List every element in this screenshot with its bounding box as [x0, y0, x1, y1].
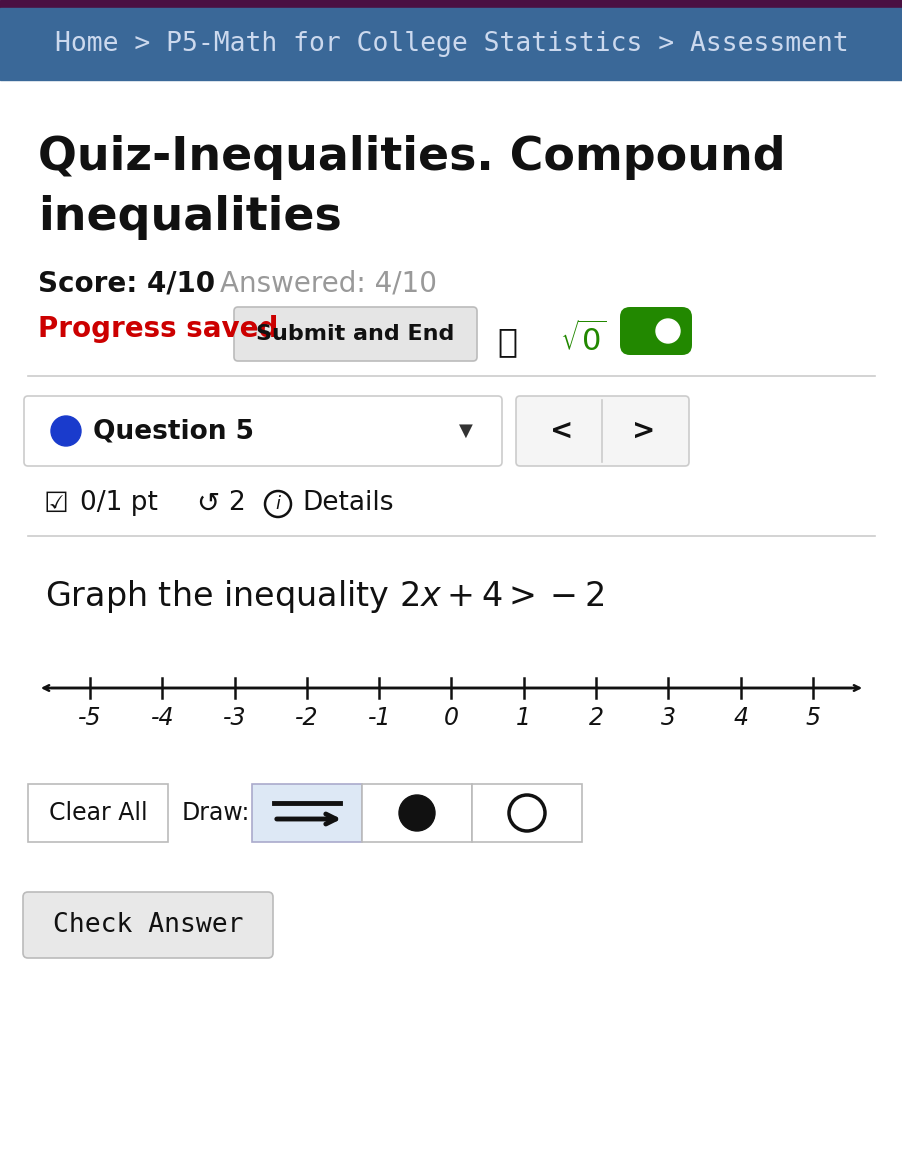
Bar: [0, 0, 902, 8]
Text: 0: 0: [444, 706, 458, 730]
Text: Progress saved: Progress saved: [38, 315, 278, 343]
Bar: [362, 784, 472, 842]
Text: Draw:: Draw:: [182, 801, 250, 825]
Text: ▼: ▼: [458, 421, 473, 440]
Text: -5: -5: [78, 706, 102, 730]
Text: >: >: [631, 417, 655, 445]
Circle shape: [509, 795, 545, 831]
Circle shape: [655, 319, 679, 343]
FancyBboxPatch shape: [24, 396, 502, 466]
Text: <: <: [549, 417, 572, 445]
Text: i: i: [275, 495, 281, 513]
Text: -1: -1: [367, 706, 391, 730]
Text: Clear All: Clear All: [49, 801, 147, 825]
Text: 3: 3: [660, 706, 676, 730]
FancyBboxPatch shape: [515, 396, 688, 466]
Text: 5: 5: [805, 706, 820, 730]
Text: 1: 1: [516, 706, 530, 730]
Text: 2: 2: [227, 490, 244, 517]
FancyBboxPatch shape: [28, 784, 168, 842]
Text: Answered: 4/10: Answered: 4/10: [220, 270, 437, 298]
Text: 0/1 pt: 0/1 pt: [80, 490, 158, 517]
FancyBboxPatch shape: [620, 306, 691, 355]
Circle shape: [399, 795, 435, 831]
Text: -2: -2: [295, 706, 318, 730]
Text: $\sqrt{0}$: $\sqrt{0}$: [559, 321, 605, 357]
Circle shape: [51, 416, 81, 446]
Text: Graph the inequality $2x + 4 > -2$: Graph the inequality $2x + 4 > -2$: [45, 578, 603, 615]
Text: 2: 2: [588, 706, 603, 730]
Bar: [252, 784, 362, 842]
Circle shape: [264, 491, 290, 517]
Text: Score: 4/10: Score: 4/10: [38, 270, 215, 298]
Text: Details: Details: [301, 490, 393, 517]
Text: Home > P5-Math for College Statistics > Assessment: Home > P5-Math for College Statistics > …: [54, 31, 848, 58]
Text: Question 5: Question 5: [93, 418, 253, 444]
Text: -4: -4: [151, 706, 174, 730]
Bar: [472, 784, 582, 842]
Text: Check Answer: Check Answer: [52, 912, 243, 938]
Text: 4: 4: [732, 706, 748, 730]
Text: -3: -3: [223, 706, 246, 730]
Text: ↺: ↺: [196, 490, 219, 518]
Text: ☑: ☑: [44, 490, 69, 518]
Text: Submit and End: Submit and End: [256, 324, 455, 344]
FancyBboxPatch shape: [23, 892, 272, 958]
FancyBboxPatch shape: [234, 306, 476, 360]
Bar: [0, 8, 902, 80]
Text: Quiz-Inequalities. Compound: Quiz-Inequalities. Compound: [38, 135, 785, 180]
Text: 🖨: 🖨: [496, 325, 517, 358]
Text: inequalities: inequalities: [38, 195, 341, 239]
